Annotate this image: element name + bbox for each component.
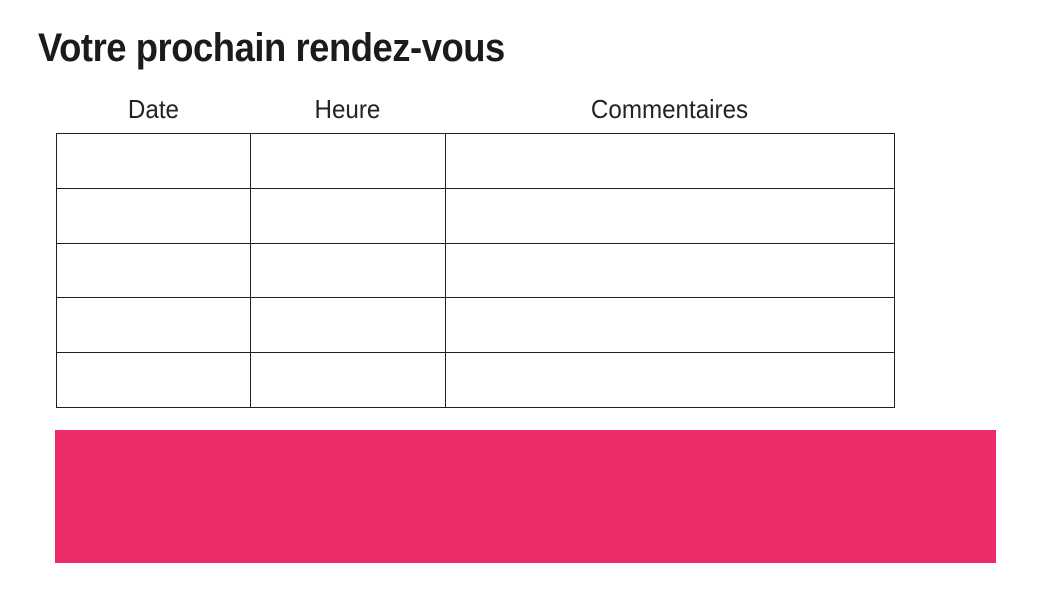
appointments-table [56,133,895,408]
table-row [56,297,895,354]
column-header-date: Date [56,92,250,126]
highlight-banner [55,430,996,563]
table-cell-date [56,187,251,244]
table-header-row: Date Heure Commentaires [56,92,894,126]
table-cell-date [56,133,251,189]
table-cell-date [56,352,251,408]
table-row [56,133,895,189]
table-row [56,242,895,299]
table-cell-commentaires [445,133,895,189]
table-cell-heure [250,297,446,354]
table-cell-heure [250,187,446,244]
table-cell-heure [250,352,446,408]
column-header-commentaires-label: Commentaires [590,93,749,124]
column-header-heure-label: Heure [314,93,381,124]
table-cell-date [56,297,251,354]
table-cell-date [56,242,251,299]
table-cell-heure [250,133,446,189]
table-row [56,352,895,408]
table-cell-heure [250,242,446,299]
table-row [56,187,895,244]
table-cell-commentaires [445,187,895,244]
table-cell-commentaires [445,297,895,354]
column-header-commentaires: Commentaires [445,92,894,126]
page-title: Votre prochain rendez-vous [38,26,505,70]
table-cell-commentaires [445,242,895,299]
column-header-date-label: Date [127,93,179,124]
column-header-heure: Heure [250,92,445,126]
table-cell-commentaires [445,352,895,408]
